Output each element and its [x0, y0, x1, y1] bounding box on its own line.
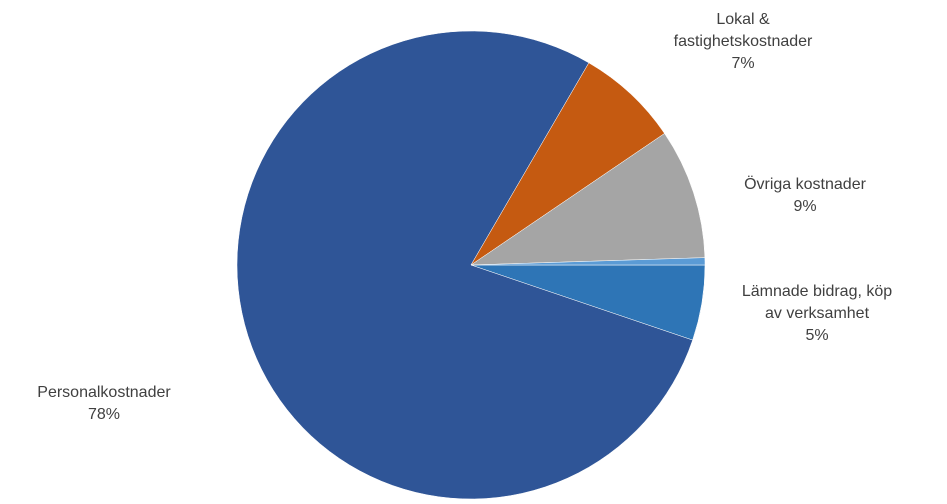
- labels-layer: Lämnade bidrag, köp av verksamhet 5% Person…: [37, 11, 892, 423]
- pie-slice-personalkostnader: [236, 30, 693, 500]
- pie-slice-lokal-fastighetskostnader: [470, 62, 665, 266]
- slice-label-personalkostnader: Personalkostnader 78%: [37, 384, 171, 423]
- slice-name-label: Övriga kostnader: [744, 175, 867, 193]
- slice-percent-label: 5%: [805, 327, 828, 344]
- slice-label-lokal-fastighetskostnader: Lokal & fastighetskostnader 7%: [674, 11, 813, 72]
- pie-slice-ovriga-kostnader: [470, 133, 706, 266]
- slice-label-ovriga-kostnader: Övriga kostnader 9%: [744, 175, 867, 215]
- slices-layer: [236, 30, 706, 500]
- slice-percent-label: 78%: [88, 406, 120, 423]
- slice-label-lamnade-bidrag-kop-av-verksamhet: Lämnade bidrag, köp av verksamhet 5%: [742, 283, 892, 344]
- slice-percent-label: 7%: [731, 55, 754, 72]
- slice-name-label: Lokal &: [716, 11, 770, 28]
- slice-name-label: Lämnade bidrag, köp: [742, 283, 892, 300]
- slice-percent-label: 9%: [793, 198, 816, 215]
- slice-name-label: Personalkostnader: [37, 384, 171, 401]
- pie-slice-unlabeled: [470, 257, 706, 266]
- slice-name-label: av verksamhet: [765, 305, 870, 322]
- slice-name-label: fastighetskostnader: [674, 33, 813, 50]
